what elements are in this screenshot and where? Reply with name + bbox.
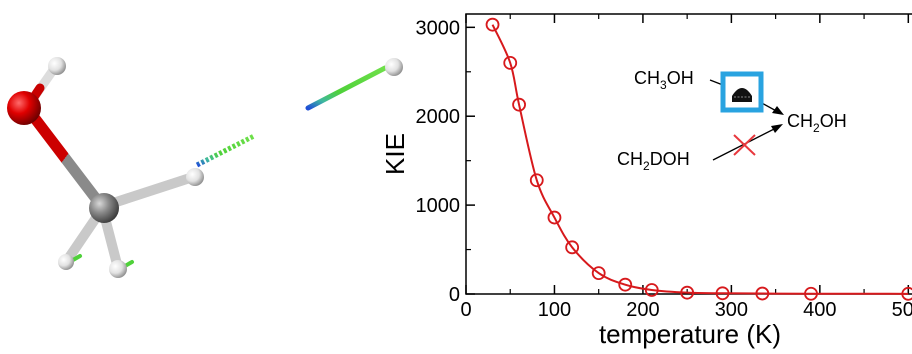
blocked-pathway-mark xyxy=(734,135,755,155)
y-tick-label: 1000 xyxy=(416,195,461,217)
series-markers xyxy=(487,19,912,300)
x-tick-label: 500 xyxy=(892,299,912,321)
methanol-molecule xyxy=(7,57,403,278)
series-line xyxy=(493,25,909,294)
hydrogen-atom-upper xyxy=(186,168,204,186)
reactant-ch3oh-label: CH3OH xyxy=(634,68,694,92)
y-tick-label: 2000 xyxy=(416,106,461,128)
hydrogen-atom-hydroxyl xyxy=(48,57,66,75)
x-tick-label: 100 xyxy=(538,299,571,321)
arrowhead-product-upper xyxy=(772,106,784,115)
oxygen-atom xyxy=(7,91,41,125)
y-tick-label: 3000 xyxy=(416,17,461,39)
y-tick-label: 0 xyxy=(449,284,460,306)
x-tick-label: 200 xyxy=(626,299,659,321)
x-axis-label: temperature (K) xyxy=(599,319,781,349)
hydrogen-atom-transferred xyxy=(385,58,403,76)
carbon-atom xyxy=(89,193,119,223)
tunnel-path-dotted xyxy=(197,136,254,165)
bond-o-c xyxy=(30,112,100,204)
x-tick-label: 0 xyxy=(460,299,471,321)
arrowhead-product-lower xyxy=(771,124,783,133)
hydrogen-atom-left xyxy=(58,254,74,270)
x-tick-label: 300 xyxy=(715,299,748,321)
hydrogen-atom-right xyxy=(109,260,127,278)
x-tick-label: 400 xyxy=(803,299,836,321)
reaction-scheme: CH3OH CH2OH CH2DOH xyxy=(617,68,847,173)
product-ch2oh-label: CH2OH xyxy=(787,111,847,135)
reactant-ch2doh-label: CH2DOH xyxy=(617,149,690,173)
tunnel-path-upper xyxy=(308,68,385,108)
kie-chart: 0 1000 2000 3000 0 100 200 300 400 500 temperatu… xyxy=(380,14,912,349)
y-axis-label: KIE xyxy=(380,133,410,175)
